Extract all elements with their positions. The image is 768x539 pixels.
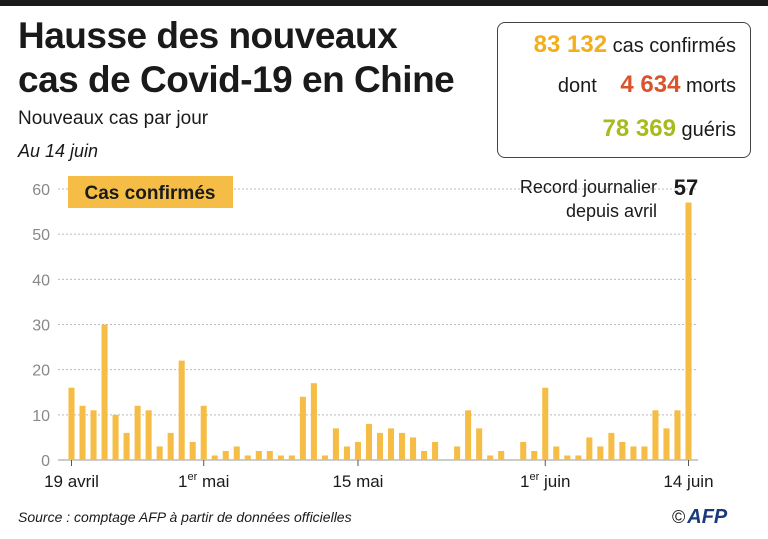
annotation-text: Record journalier <box>520 177 657 197</box>
bar <box>90 410 97 460</box>
y-tick-label: 40 <box>32 272 50 289</box>
bar <box>167 432 174 460</box>
x-tick-label: 15 mai <box>332 472 383 491</box>
y-tick-label: 20 <box>32 363 50 380</box>
recovered-label: guéris <box>681 119 736 141</box>
bar <box>641 446 648 460</box>
stats-box: 83 132 cas confirmés dont 4 634 morts 78… <box>497 22 751 158</box>
chart-subtitle: Nouveaux cas par jour <box>18 108 209 129</box>
bar <box>542 387 549 460</box>
bar <box>630 446 637 460</box>
date-note: Au 14 juin <box>18 141 99 161</box>
bar <box>299 396 306 460</box>
bar <box>663 428 670 460</box>
bar <box>222 450 229 460</box>
bar <box>266 450 273 460</box>
bar <box>652 410 659 460</box>
x-tick-label: 14 juin <box>663 472 713 491</box>
bar <box>387 428 395 460</box>
bar <box>619 441 626 460</box>
bar <box>343 446 350 460</box>
recovered-value: 78 369 <box>602 115 676 142</box>
bar <box>211 455 218 460</box>
y-tick-label: 10 <box>32 408 50 425</box>
bar <box>101 324 108 460</box>
bar <box>79 405 86 460</box>
bar <box>288 455 295 460</box>
afp-logo: AFP <box>687 506 728 528</box>
x-tick-label: 19 avril <box>44 472 99 491</box>
bar <box>354 441 361 460</box>
bar <box>178 360 185 460</box>
bar <box>189 441 196 460</box>
recovered-stat: 78 369 guéris <box>603 115 736 143</box>
bar <box>68 387 75 460</box>
deaths-prefix: dont <box>557 75 597 97</box>
confirmed-value: 83 132 <box>533 31 608 58</box>
bar <box>531 450 538 460</box>
bar <box>145 410 152 460</box>
bar <box>134 405 141 460</box>
bar <box>244 455 251 460</box>
bar <box>321 455 328 460</box>
source-note: Source : comptage AFP à partir de donnée… <box>18 509 352 525</box>
annotation-value: 57 <box>674 175 698 200</box>
bar <box>608 432 615 460</box>
bar <box>454 446 461 460</box>
bar <box>156 446 163 460</box>
x-tick-label: 1er juin <box>520 471 570 491</box>
bar <box>498 450 505 460</box>
y-tick-label: 60 <box>32 182 50 199</box>
y-tick-label: 30 <box>32 318 50 335</box>
bar <box>310 383 317 460</box>
bar <box>476 428 483 460</box>
bar <box>465 410 472 460</box>
bar <box>575 455 582 460</box>
bar <box>123 432 130 460</box>
bar <box>112 414 119 460</box>
bar <box>674 410 681 460</box>
x-tick-label: 1er mai <box>178 471 229 491</box>
y-tick-label: 50 <box>32 227 50 244</box>
bar <box>520 441 527 460</box>
bar <box>586 437 593 460</box>
bar <box>332 428 339 460</box>
bar <box>233 446 240 460</box>
bar <box>277 455 284 460</box>
deaths-value: 4 634 <box>620 71 681 98</box>
bar <box>553 446 560 460</box>
bar <box>564 455 571 460</box>
bar <box>487 455 494 460</box>
confirmed-label: cas confirmés <box>612 35 736 57</box>
afp-credit: © AFP <box>672 506 727 529</box>
bar <box>410 437 417 460</box>
bar <box>597 446 604 460</box>
bar <box>399 432 406 460</box>
bar <box>255 450 262 460</box>
legend-label: Cas confirmés <box>85 183 216 204</box>
y-tick-label: 0 <box>41 453 50 470</box>
bar <box>365 423 373 460</box>
bar <box>432 441 439 460</box>
page-title: Hausse des nouveaux cas de Covid-19 en C… <box>18 15 455 100</box>
confirmed-stat: 83 132 cas confirmés <box>534 31 736 59</box>
deaths-stat: dont 4 634 morts <box>558 71 736 99</box>
bar <box>200 405 207 460</box>
bar <box>421 450 428 460</box>
top-rule <box>0 0 768 6</box>
bar <box>376 432 384 460</box>
legend-swatch <box>68 176 233 208</box>
copyright-icon: © <box>672 507 686 527</box>
bar <box>685 202 692 461</box>
annotation-text: depuis avril <box>566 201 657 221</box>
deaths-label: morts <box>686 75 736 97</box>
